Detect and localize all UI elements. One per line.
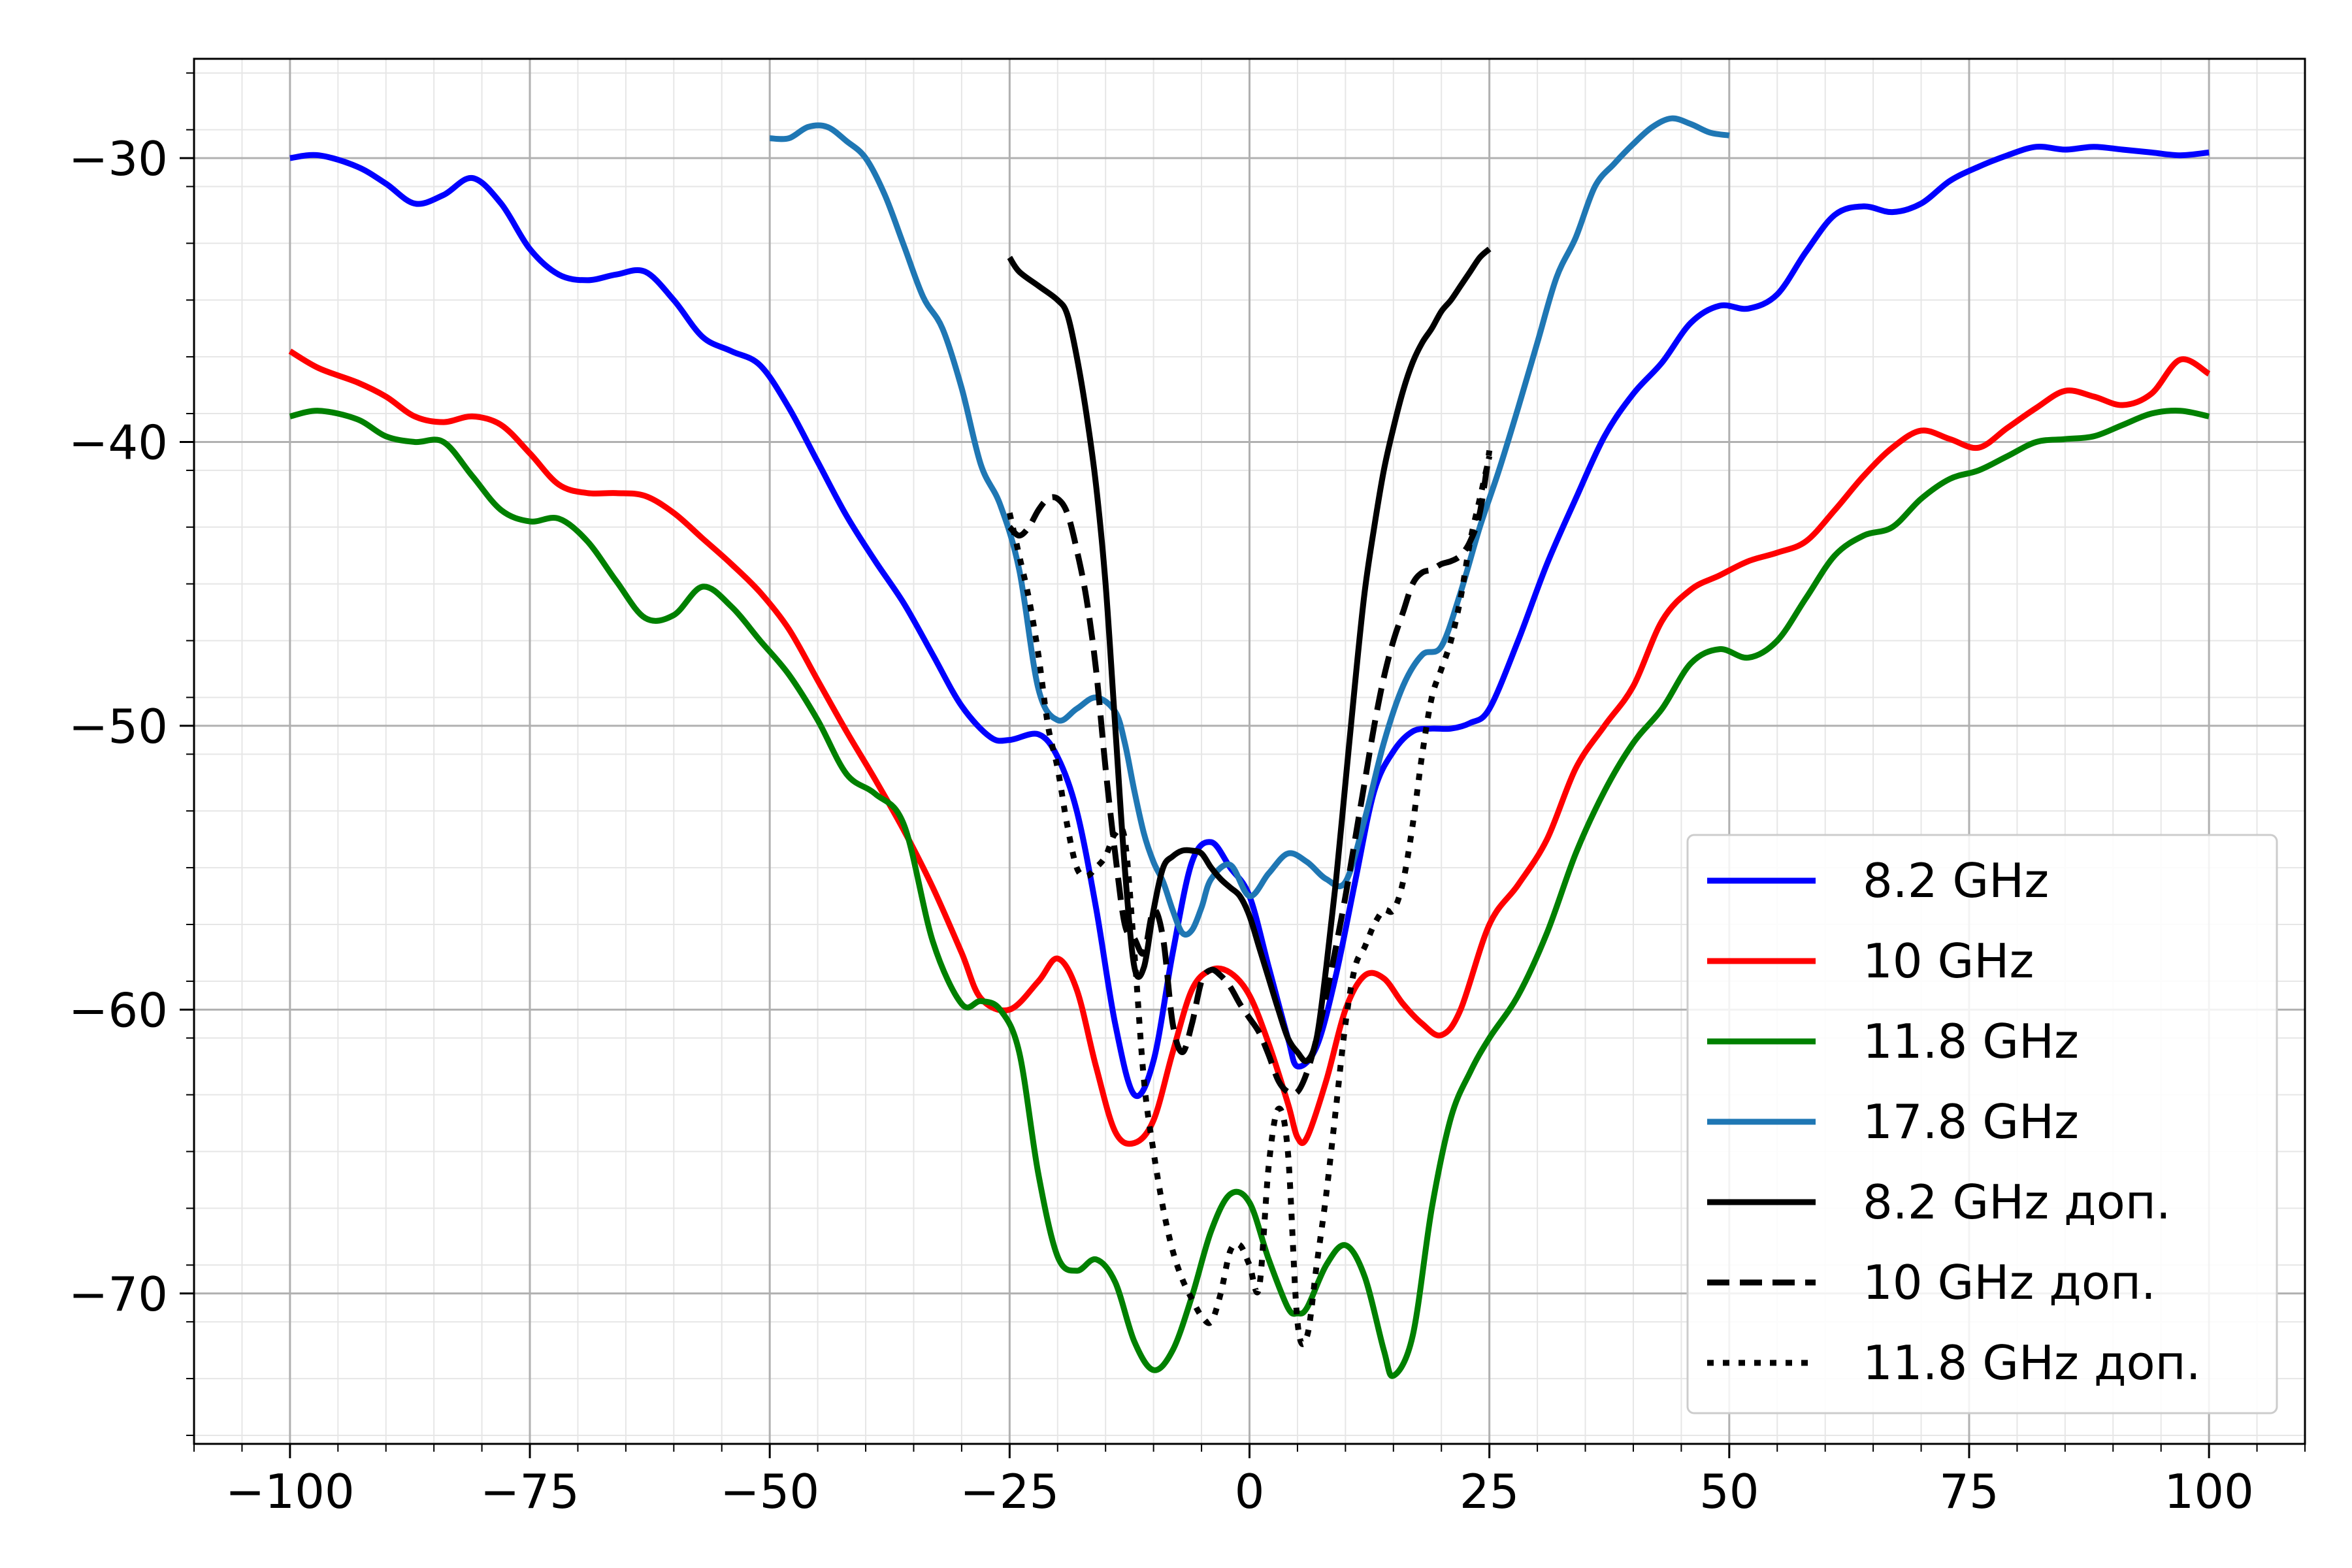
- legend: 8.2 GHz 10 GHz 11.8 GHz 17.8 GHz 8.2 GHz доп…: [1686, 834, 2278, 1414]
- axis-ticks: −100 −75 −50 −25 0 25 50 75 100 −30 −40 −50 −60 −70: [69, 72, 2306, 1519]
- legend-label: 10 GHz: [1863, 934, 2034, 988]
- x-tick-label: 0: [1235, 1464, 1265, 1519]
- x-tick-label: −50: [720, 1464, 819, 1519]
- x-tick-label: 25: [1460, 1464, 1520, 1519]
- legend-box: [1686, 834, 2278, 1414]
- legend-label: 10 GHz доп.: [1863, 1255, 2156, 1310]
- legend-label: 8.2 GHz: [1863, 853, 2049, 908]
- series-layer: [288, 115, 2211, 1379]
- series-line-2: [288, 348, 2211, 1147]
- legend-label: 11.8 GHz доп.: [1863, 1335, 2201, 1390]
- series-line-1: [289, 143, 2210, 1100]
- x-tick-label: 100: [2164, 1464, 2253, 1519]
- y-tick-label: −70: [69, 1267, 168, 1322]
- series-line-7: [1006, 455, 1493, 1347]
- legend-label: 17.8 GHz: [1863, 1094, 2079, 1149]
- series-line-5: [1007, 246, 1492, 1064]
- x-tick-label: −75: [480, 1464, 580, 1519]
- series-line-6: [1007, 449, 1493, 1097]
- x-tick-label: 75: [1939, 1464, 1999, 1519]
- y-tick-label: −30: [69, 131, 168, 186]
- y-tick-label: −50: [69, 699, 168, 754]
- series-line-4: [769, 115, 1730, 938]
- y-tick-label: −40: [69, 415, 168, 470]
- legend-label: 11.8 GHz: [1863, 1014, 2079, 1069]
- series-line-3: [289, 408, 2210, 1379]
- x-tick-label: 50: [1699, 1464, 1759, 1519]
- x-tick-label: −100: [225, 1464, 355, 1519]
- y-tick-label: −60: [69, 983, 168, 1037]
- x-tick-label: −25: [960, 1464, 1059, 1519]
- legend-label: 8.2 GHz доп.: [1863, 1175, 2171, 1230]
